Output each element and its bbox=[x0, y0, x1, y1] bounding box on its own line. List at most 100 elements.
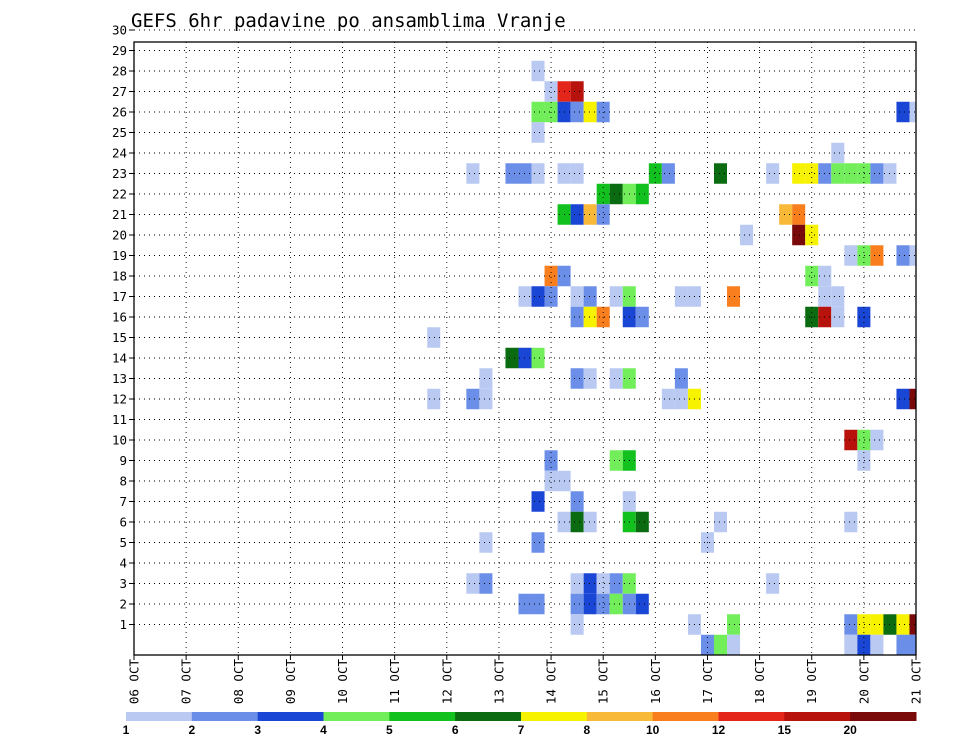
heatmap-cell bbox=[583, 101, 597, 123]
heatmap-cell bbox=[674, 368, 688, 389]
heatmap-cell bbox=[909, 634, 916, 655]
heatmap-cell bbox=[896, 245, 910, 266]
heatmap-cell bbox=[609, 593, 623, 615]
heatmap-cell bbox=[727, 634, 741, 655]
heatmap-cell bbox=[844, 163, 858, 184]
heatmap-cell bbox=[531, 347, 545, 369]
heatmap-cell bbox=[583, 573, 597, 594]
colorbar-swatch bbox=[521, 712, 588, 721]
y-tick-label: 9 bbox=[119, 453, 127, 468]
heatmap-cell bbox=[609, 183, 623, 205]
heatmap-cell bbox=[870, 245, 884, 266]
heatmap-cell bbox=[583, 204, 597, 225]
x-tick-label: 06 OCT bbox=[127, 659, 142, 705]
heatmap-cell bbox=[805, 163, 819, 184]
heatmap-cell bbox=[844, 511, 858, 533]
y-tick-label: 29 bbox=[112, 43, 127, 58]
heatmap-cell bbox=[792, 204, 806, 225]
heatmap-cell bbox=[792, 224, 806, 246]
heatmap-cell bbox=[844, 614, 858, 635]
heatmap-cell bbox=[727, 614, 741, 635]
y-tick-label: 21 bbox=[112, 207, 127, 222]
heatmap-cell bbox=[570, 204, 584, 225]
heatmap-cell bbox=[857, 429, 871, 451]
heatmap-cell bbox=[583, 286, 597, 307]
heatmap-cell bbox=[844, 634, 858, 655]
colorbar-label: 7 bbox=[518, 723, 525, 737]
heatmap-cell bbox=[635, 306, 649, 328]
heatmap-cell bbox=[544, 286, 558, 307]
heatmap-cell bbox=[870, 429, 884, 451]
heatmap-cell bbox=[570, 368, 584, 389]
heatmap-cell bbox=[427, 388, 441, 410]
colorbar-label: 3 bbox=[254, 723, 261, 737]
heatmap-cell bbox=[909, 101, 916, 123]
heatmap-cell bbox=[713, 511, 728, 533]
colorbar-swatch bbox=[586, 712, 654, 721]
heatmap-cell bbox=[570, 614, 584, 635]
heatmap-cell bbox=[896, 614, 910, 635]
heatmap-cell bbox=[479, 388, 493, 410]
heatmap-cell bbox=[700, 634, 714, 655]
y-tick-label: 17 bbox=[112, 289, 127, 304]
heatmap-cell bbox=[635, 511, 649, 533]
heatmap-cell bbox=[831, 142, 845, 164]
heatmap-cell bbox=[740, 224, 754, 246]
heatmap-cell bbox=[870, 163, 884, 184]
heatmap-cell bbox=[479, 573, 493, 594]
x-tick-label: 15 OCT bbox=[596, 659, 611, 705]
colorbar-label: 6 bbox=[452, 723, 459, 737]
heatmap-cell bbox=[531, 101, 545, 123]
heatmap-cell bbox=[766, 163, 780, 184]
colorbar-swatch bbox=[389, 712, 456, 721]
x-tick-label: 21 OCT bbox=[909, 659, 924, 705]
x-axis: 06 OCT 07 OCT 08 OCT 09 OCT 10 OCT 11 OCT 12 O… bbox=[127, 655, 924, 704]
colorbar-swatch bbox=[323, 712, 390, 721]
heatmap-cell bbox=[544, 81, 558, 102]
heatmap-cell bbox=[570, 306, 584, 328]
heatmap-cell bbox=[570, 101, 584, 123]
heatmap-cell bbox=[831, 286, 845, 307]
heatmap-cell bbox=[531, 491, 545, 512]
colorbar-label: 15 bbox=[778, 723, 792, 737]
x-tick-label: 18 OCT bbox=[752, 659, 767, 705]
heatmap-cell bbox=[427, 327, 441, 348]
heatmap-cell bbox=[544, 470, 558, 492]
heatmap-cell bbox=[583, 593, 597, 615]
colorbar-label: 12 bbox=[712, 723, 726, 737]
heatmap-cells bbox=[427, 60, 916, 655]
heatmap-cell bbox=[857, 163, 871, 184]
heatmap-cell bbox=[635, 593, 649, 615]
x-tick-label: 09 OCT bbox=[283, 659, 298, 705]
y-tick-label: 18 bbox=[112, 269, 127, 284]
heatmap-cell bbox=[805, 224, 819, 246]
y-tick-label: 23 bbox=[112, 166, 127, 181]
heatmap-cell bbox=[531, 60, 545, 82]
heatmap-cell bbox=[674, 286, 688, 307]
heatmap-cell bbox=[596, 573, 610, 594]
heatmap-cell bbox=[466, 163, 480, 184]
y-tick-label: 16 bbox=[112, 310, 127, 325]
y-tick-label: 19 bbox=[112, 248, 127, 263]
colorbar-label: 10 bbox=[646, 723, 660, 737]
heatmap-cell bbox=[661, 163, 675, 184]
y-tick-label: 20 bbox=[112, 228, 127, 243]
y-tick-label: 26 bbox=[112, 105, 127, 120]
heatmap-cell bbox=[792, 163, 806, 184]
heatmap-cell bbox=[505, 347, 519, 369]
y-tick-label: 12 bbox=[112, 392, 127, 407]
y-tick-label: 25 bbox=[112, 125, 127, 140]
heatmap-cell bbox=[479, 368, 493, 389]
x-tick-label: 17 OCT bbox=[700, 659, 715, 705]
heatmap-cell bbox=[909, 388, 916, 410]
heatmap-cell bbox=[583, 306, 597, 328]
x-tick-label: 19 OCT bbox=[804, 659, 819, 705]
heatmap-cell bbox=[570, 573, 584, 594]
y-tick-label: 28 bbox=[112, 64, 127, 79]
heatmap-cell bbox=[544, 265, 558, 287]
colorbar-label: 4 bbox=[320, 723, 327, 737]
heatmap-cell bbox=[909, 245, 916, 266]
heatmap-cell bbox=[661, 388, 675, 410]
x-tick-label: 20 OCT bbox=[856, 659, 871, 705]
heatmap-cell bbox=[766, 573, 780, 594]
